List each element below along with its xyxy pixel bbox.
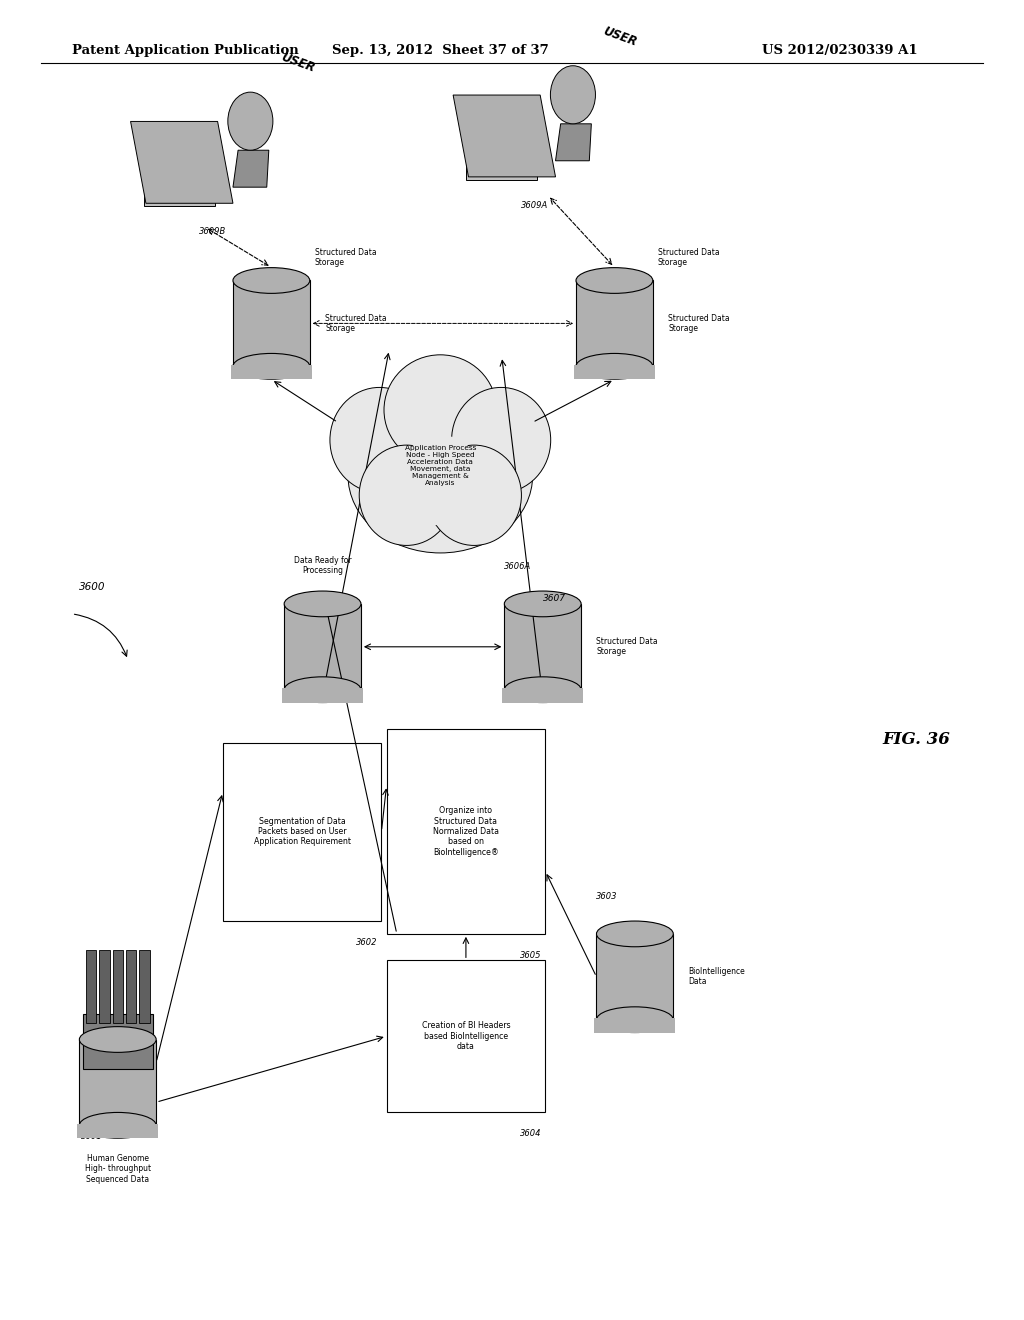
Text: 3605: 3605	[520, 950, 541, 960]
Bar	[139, 950, 150, 1023]
Polygon shape	[233, 150, 268, 187]
FancyBboxPatch shape	[143, 177, 215, 206]
Bar	[86, 950, 96, 1023]
Circle shape	[227, 92, 272, 150]
Ellipse shape	[348, 397, 532, 553]
Text: Organize into
Structured Data
Normalized Data
based on
BioIntelligence®: Organize into Structured Data Normalized…	[433, 807, 499, 857]
Text: 3606A: 3606A	[505, 562, 531, 570]
Text: Structured Data
Storage: Structured Data Storage	[596, 638, 658, 656]
Ellipse shape	[452, 388, 551, 492]
Ellipse shape	[505, 591, 582, 616]
Text: 3604: 3604	[520, 1130, 541, 1138]
Text: Human Genome
High- throughput
Sequenced Data: Human Genome High- throughput Sequenced …	[85, 1154, 151, 1184]
Ellipse shape	[397, 436, 483, 525]
Bar	[575, 280, 653, 366]
Text: Structured Data
Storage: Structured Data Storage	[668, 314, 730, 333]
Text: Patent Application Publication: Patent Application Publication	[72, 44, 298, 57]
Ellipse shape	[80, 1113, 156, 1138]
Bar	[505, 605, 582, 689]
Text: Structured Data
Storage: Structured Data Storage	[657, 248, 720, 267]
Text: 3600: 3600	[79, 582, 105, 593]
Text: 3603: 3603	[596, 892, 617, 900]
Bar	[283, 689, 364, 702]
Ellipse shape	[575, 354, 653, 379]
Text: Application Process
Node - High Speed
Acceleration Data
Movement, data
Managemen: Application Process Node - High Speed Ac…	[404, 445, 476, 486]
Ellipse shape	[596, 1007, 674, 1032]
Circle shape	[551, 66, 596, 124]
Text: US 2012/0230339 A1: US 2012/0230339 A1	[762, 44, 918, 57]
Ellipse shape	[341, 385, 540, 565]
Bar	[285, 605, 361, 689]
Text: USER: USER	[279, 50, 316, 75]
Ellipse shape	[427, 445, 521, 545]
Ellipse shape	[233, 268, 309, 293]
Bar	[233, 280, 309, 366]
Text: 3609A: 3609A	[521, 201, 549, 210]
FancyBboxPatch shape	[387, 961, 545, 1111]
Ellipse shape	[233, 354, 309, 379]
Ellipse shape	[596, 921, 674, 946]
Text: USER: USER	[602, 24, 639, 49]
FancyBboxPatch shape	[387, 729, 545, 935]
Bar	[503, 689, 584, 702]
Bar	[573, 364, 655, 379]
Text: 3602: 3602	[356, 937, 377, 946]
Polygon shape	[130, 121, 233, 203]
Text: BioIntelligence
Data: BioIntelligence Data	[688, 968, 745, 986]
Text: 3609B: 3609B	[199, 227, 226, 236]
Bar	[231, 364, 311, 379]
Bar	[596, 935, 674, 1019]
Bar	[80, 1040, 157, 1125]
Ellipse shape	[80, 1027, 156, 1052]
Ellipse shape	[359, 445, 454, 545]
Ellipse shape	[384, 355, 497, 465]
Polygon shape	[453, 95, 555, 177]
Text: Data Ready for
Processing: Data Ready for Processing	[294, 556, 351, 576]
Ellipse shape	[575, 268, 653, 293]
Bar	[113, 950, 123, 1023]
Text: Structured Data
Storage: Structured Data Storage	[315, 248, 377, 267]
Text: Segmentation of Data
Packets based on User
Application Requirement: Segmentation of Data Packets based on Us…	[254, 817, 350, 846]
Ellipse shape	[285, 591, 361, 616]
Ellipse shape	[330, 388, 429, 492]
Bar	[99, 950, 110, 1023]
Bar	[126, 950, 136, 1023]
FancyBboxPatch shape	[222, 742, 381, 921]
Text: Structured Data
Storage: Structured Data Storage	[326, 314, 387, 333]
Ellipse shape	[285, 677, 361, 702]
Bar	[78, 1125, 159, 1138]
Polygon shape	[555, 124, 592, 161]
FancyBboxPatch shape	[467, 150, 537, 180]
Text: FIG. 36: FIG. 36	[883, 731, 950, 747]
Text: Creation of BI Headers
based BioIntelligence
data: Creation of BI Headers based BioIntellig…	[422, 1022, 510, 1051]
Text: 3607: 3607	[543, 594, 565, 603]
Text: Sep. 13, 2012  Sheet 37 of 37: Sep. 13, 2012 Sheet 37 of 37	[332, 44, 549, 57]
Text: 3601: 3601	[82, 1133, 102, 1140]
Bar	[594, 1019, 676, 1032]
FancyBboxPatch shape	[83, 1014, 153, 1069]
Ellipse shape	[505, 677, 582, 702]
